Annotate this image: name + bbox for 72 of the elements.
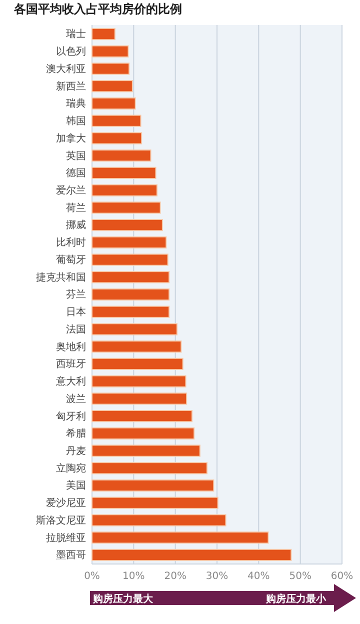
y-tick-label: 奥地利	[56, 340, 86, 353]
y-tick-label: 法国	[66, 323, 86, 336]
y-tick-label: 澳大利亚	[46, 62, 86, 75]
x-tick-label: 60%	[330, 571, 354, 582]
text: 购房压力最大	[92, 593, 154, 605]
bar	[92, 28, 116, 40]
bar	[92, 254, 168, 266]
bar	[92, 62, 130, 75]
x-tick-label: 50%	[289, 571, 312, 582]
y-tick-label: 挪威	[66, 219, 86, 232]
y-tick-label: 瑞士	[66, 28, 86, 40]
bar	[92, 496, 218, 509]
chart-title: 各国平均收入占平均房价的比例	[13, 2, 182, 16]
y-tick-label: 比利时	[56, 236, 86, 249]
bar	[92, 427, 195, 440]
bar	[92, 114, 142, 127]
y-tick-label: 立陶宛	[56, 462, 86, 474]
y-tick-label: 爱尔兰	[56, 184, 86, 197]
x-tick-label: 40%	[248, 571, 270, 582]
bar	[92, 410, 192, 422]
x-tick-label: 0%	[84, 571, 100, 582]
y-tick-label: 荷兰	[66, 202, 86, 214]
y-tick-label: 捷克共和国	[36, 271, 86, 284]
bar	[92, 97, 136, 110]
bar	[92, 45, 129, 58]
y-tick-label: 匈牙利	[56, 410, 86, 422]
bar	[92, 236, 167, 248]
y-tick-label: 波兰	[66, 392, 86, 405]
y-tick-label: 西班牙	[56, 358, 86, 370]
y-tick-label: 意大利	[55, 376, 86, 388]
bar	[92, 202, 161, 214]
y-tick-label: 德国	[66, 168, 86, 180]
y-tick-label: 加拿大	[56, 132, 86, 144]
y-tick-label: 芬兰	[66, 288, 86, 301]
y-tick-label: 丹麦	[66, 444, 86, 457]
y-tick-label: 墨西哥	[56, 550, 86, 562]
bar	[92, 532, 269, 544]
y-tick-label: 拉脱维亚	[46, 532, 86, 544]
bar	[92, 392, 188, 405]
bar	[92, 132, 142, 144]
text: 购房压力最小	[265, 593, 327, 605]
bar	[92, 166, 156, 180]
bar	[92, 444, 200, 457]
x-tick-label: 30%	[206, 571, 228, 582]
y-tick-label: 韩国	[66, 115, 86, 128]
x-tick-label: 10%	[122, 571, 145, 582]
bar	[92, 218, 163, 232]
bar	[92, 323, 178, 336]
y-tick-label: 葡萄牙	[56, 254, 86, 266]
bar	[92, 150, 152, 162]
y-tick-label: 瑞典	[66, 98, 86, 110]
bar	[92, 340, 182, 353]
x-tick-label: 20%	[164, 571, 186, 582]
y-tick-label: 希腊	[66, 428, 86, 440]
bar	[92, 306, 170, 318]
bar	[92, 184, 158, 196]
bar	[92, 479, 214, 492]
y-tick-label: 以色列	[56, 46, 86, 58]
y-tick-label: 新西兰	[56, 80, 86, 92]
bar	[92, 288, 170, 301]
bar	[92, 80, 133, 92]
bar	[92, 462, 208, 474]
y-tick-label: 斯洛文尼亚	[36, 514, 86, 526]
y-tick-label: 美国	[66, 480, 86, 492]
bar	[92, 358, 184, 370]
y-tick-label: 爱沙尼亚	[46, 497, 86, 510]
bar	[92, 271, 170, 284]
bar	[92, 375, 186, 388]
bar	[92, 514, 226, 526]
y-tick-label: 英国	[66, 150, 86, 162]
bar	[92, 548, 292, 562]
y-tick-label: 日本	[66, 306, 86, 318]
